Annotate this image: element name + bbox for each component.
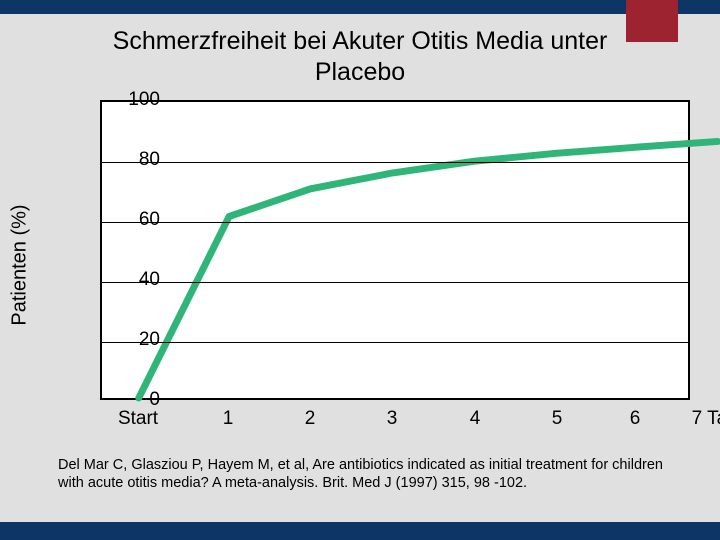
y-axis-label: Patienten (%) — [9, 204, 32, 325]
top-border-bar — [0, 0, 720, 14]
xtick-label: 1 — [223, 408, 234, 430]
ytick-label: 40 — [110, 269, 160, 291]
gridline — [102, 222, 688, 223]
xtick-label: 6 — [630, 408, 641, 430]
xtick-label: Start — [118, 408, 158, 430]
gridline — [102, 342, 688, 343]
line-series — [102, 102, 688, 398]
ytick-label: 100 — [110, 89, 160, 111]
xtick-label: 5 — [552, 408, 563, 430]
citation-text: Del Mar C, Glasziou P, Hayem M, et al, A… — [58, 456, 668, 492]
xtick-label: 3 — [387, 408, 398, 430]
ytick-label: 60 — [110, 209, 160, 231]
chart-container: Patienten (%) 020406080100Start1234567 T… — [30, 100, 690, 430]
bottom-border-bar — [0, 522, 720, 540]
xtick-label: 4 — [470, 408, 481, 430]
xtick-label: 7 Tage — [692, 408, 720, 430]
ytick-label: 20 — [110, 329, 160, 351]
slide-title: Schmerzfreiheit bei Akuter Otitis Media … — [0, 26, 720, 89]
xtick-label: 2 — [305, 408, 316, 430]
ytick-label: 80 — [110, 149, 160, 171]
plot-area — [100, 100, 690, 400]
gridline — [102, 282, 688, 283]
gridline — [102, 162, 688, 163]
